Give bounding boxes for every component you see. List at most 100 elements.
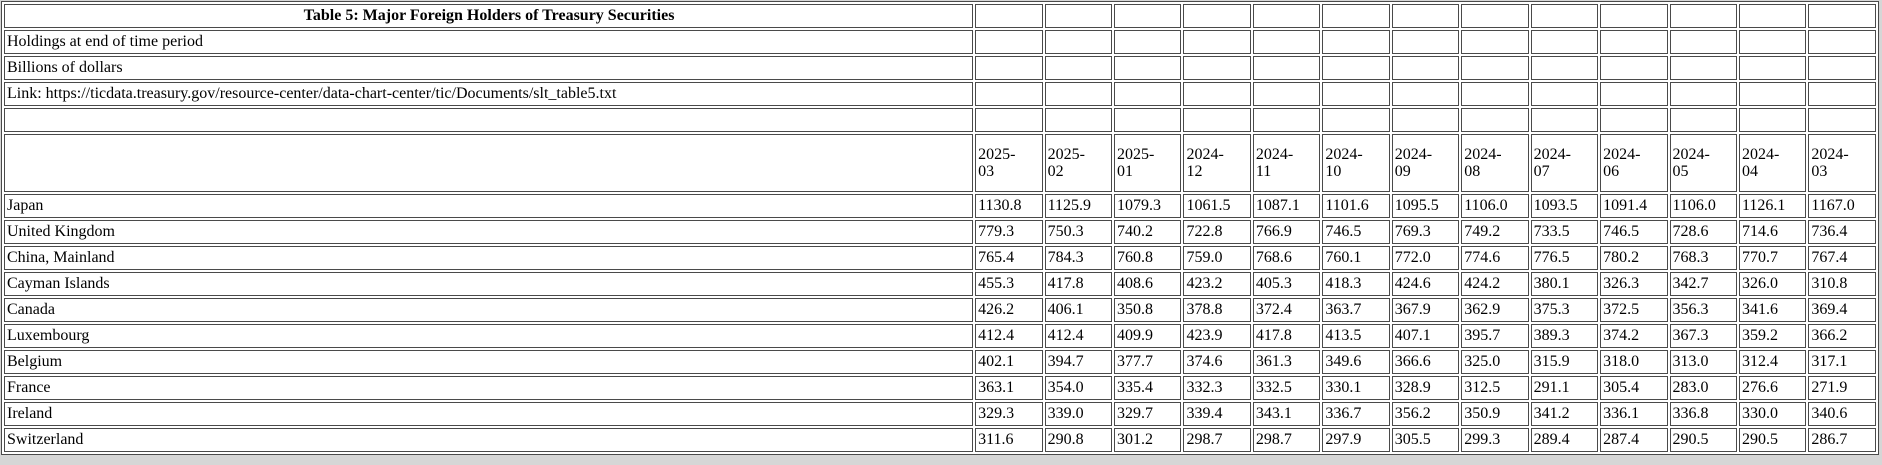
empty-cell: [1044, 82, 1113, 106]
value-cell: 367.9: [1391, 298, 1460, 322]
value-cell: 768.6: [1252, 246, 1321, 270]
value-cell: 714.6: [1738, 220, 1807, 244]
value-cell: 760.1: [1322, 246, 1390, 270]
value-cell: 276.6: [1738, 376, 1807, 400]
country-row: Canada 426.2 406.1 350.8 378.8 372.4 363.7 367.…: [4, 298, 1876, 322]
value-cell: 740.2: [1114, 220, 1182, 244]
value-cell: 769.3: [1391, 220, 1460, 244]
empty-cell: [975, 4, 1043, 28]
holdings-note: Holdings at end of time period: [4, 30, 974, 54]
value-cell: 330.0: [1738, 402, 1807, 426]
value-cell: 369.4: [1808, 298, 1876, 322]
value-cell: 736.4: [1808, 220, 1876, 244]
holdings-note-row: Holdings at end of time period: [4, 30, 1876, 54]
empty-header-label-cell: [4, 134, 974, 192]
value-cell: 361.3: [1252, 350, 1321, 374]
value-cell: 722.8: [1183, 220, 1251, 244]
value-cell: 312.4: [1738, 350, 1807, 374]
empty-cell: [1808, 30, 1876, 54]
country-row: Ireland 329.3 339.0 329.7 339.4 343.1 336.7 356…: [4, 402, 1876, 426]
empty-cell: [1461, 82, 1529, 106]
value-cell: 287.4: [1600, 428, 1668, 452]
table-title: Table 5: Major Foreign Holders of Treasu…: [4, 4, 974, 28]
value-cell: 317.1: [1808, 350, 1876, 374]
value-cell: 372.4: [1252, 298, 1321, 322]
value-cell: 424.2: [1461, 272, 1529, 296]
value-cell: 746.5: [1600, 220, 1668, 244]
empty-cell: [1391, 4, 1460, 28]
empty-cell: [1391, 82, 1460, 106]
empty-cell: [1808, 82, 1876, 106]
value-cell: 412.4: [1044, 324, 1113, 348]
date-header-cell: 2024- 06: [1600, 134, 1668, 192]
value-cell: 389.3: [1530, 324, 1599, 348]
value-cell: 356.2: [1391, 402, 1460, 426]
empty-cell: [1530, 30, 1599, 54]
value-cell: 298.7: [1183, 428, 1251, 452]
value-cell: 311.6: [975, 428, 1043, 452]
value-cell: 336.1: [1600, 402, 1668, 426]
empty-cell: [1391, 56, 1460, 80]
empty-cell: [1530, 4, 1599, 28]
value-cell: 350.9: [1461, 402, 1529, 426]
empty-cell: [1322, 108, 1390, 132]
empty-cell: [1669, 108, 1737, 132]
empty-cell: [1044, 56, 1113, 80]
empty-cell: [1322, 30, 1390, 54]
empty-cell: [1252, 30, 1321, 54]
value-cell: 297.9: [1322, 428, 1390, 452]
value-cell: 395.7: [1461, 324, 1529, 348]
country-label-cell: Japan: [4, 194, 974, 218]
value-cell: 286.7: [1808, 428, 1876, 452]
value-cell: 413.5: [1322, 324, 1390, 348]
link-row: Link: https://ticdata.treasury.gov/resou…: [4, 82, 1876, 106]
value-cell: 423.9: [1183, 324, 1251, 348]
value-cell: 1079.3: [1114, 194, 1182, 218]
empty-cell: [1738, 108, 1807, 132]
value-cell: 407.1: [1391, 324, 1460, 348]
value-cell: 402.1: [975, 350, 1043, 374]
value-cell: 342.7: [1669, 272, 1737, 296]
value-cell: 305.5: [1391, 428, 1460, 452]
value-cell: 332.3: [1183, 376, 1251, 400]
value-cell: 784.3: [1044, 246, 1113, 270]
country-row: United Kingdom 779.3 750.3 740.2 722.8 766.9 7…: [4, 220, 1876, 244]
empty-cell: [1530, 108, 1599, 132]
empty-cell: [1461, 4, 1529, 28]
empty-cell: [1044, 4, 1113, 28]
value-cell: 372.5: [1600, 298, 1668, 322]
value-cell: 409.9: [1114, 324, 1182, 348]
empty-cell: [1183, 82, 1251, 106]
value-cell: 330.1: [1322, 376, 1390, 400]
empty-cell: [1044, 30, 1113, 54]
value-cell: 426.2: [975, 298, 1043, 322]
value-cell: 378.8: [1183, 298, 1251, 322]
empty-cell: [1322, 4, 1390, 28]
empty-cell: [1391, 108, 1460, 132]
units-note-row: Billions of dollars: [4, 56, 1876, 80]
empty-cell: [1600, 56, 1668, 80]
empty-cell: [975, 82, 1043, 106]
empty-cell: [1669, 82, 1737, 106]
country-row: Luxembourg 412.4 412.4 409.9 423.9 417.8 413.5…: [4, 324, 1876, 348]
empty-cell: [1461, 56, 1529, 80]
empty-cell: [1114, 82, 1182, 106]
value-cell: 340.6: [1808, 402, 1876, 426]
value-cell: 455.3: [975, 272, 1043, 296]
empty-cell: [975, 108, 1043, 132]
value-cell: 767.4: [1808, 246, 1876, 270]
value-cell: 363.7: [1322, 298, 1390, 322]
date-header-cell: 2024- 10: [1322, 134, 1390, 192]
value-cell: 366.2: [1808, 324, 1876, 348]
value-cell: 424.6: [1391, 272, 1460, 296]
date-header-cell: 2025- 02: [1044, 134, 1113, 192]
empty-cell: [1600, 108, 1668, 132]
date-header-row: 2025- 03 2025- 02 2025- 01 2024- 12 2024- 11 2024-…: [4, 134, 1876, 192]
value-cell: 328.9: [1391, 376, 1460, 400]
value-cell: 776.5: [1530, 246, 1599, 270]
value-cell: 329.3: [975, 402, 1043, 426]
value-cell: 1091.4: [1600, 194, 1668, 218]
empty-cell: [1530, 82, 1599, 106]
date-header-cell: 2024- 05: [1669, 134, 1737, 192]
value-cell: 1126.1: [1738, 194, 1807, 218]
